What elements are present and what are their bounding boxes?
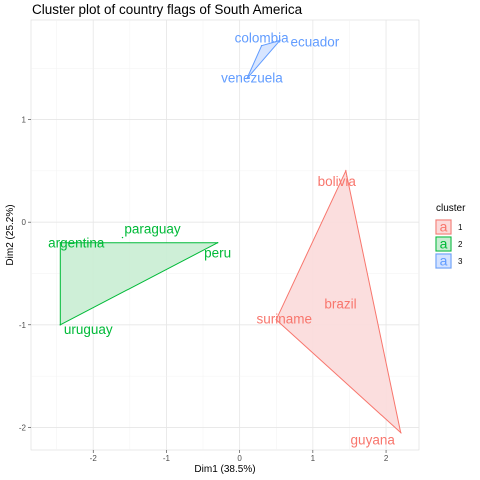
legend-key-1	[435, 219, 452, 235]
legend-key-letter: a	[440, 253, 448, 269]
legend-label-1: 1	[458, 223, 463, 232]
cluster-3-hull	[246, 39, 282, 79]
label-brazil: brazil	[324, 296, 356, 311]
label-peru: peru	[204, 246, 231, 261]
label-paraguay: paraguay	[124, 222, 181, 237]
x-tick-label: 0	[237, 454, 242, 463]
x-tick-label: 2	[384, 454, 389, 463]
x-tick-label: -2	[90, 454, 98, 463]
point-venezuela	[246, 77, 248, 80]
y-tick-label: 1	[22, 116, 27, 125]
label-bolivia: bolivia	[318, 174, 357, 189]
point-peru	[216, 241, 219, 244]
legend-key-letter: a	[440, 219, 448, 235]
point-argentina	[59, 241, 61, 244]
point-uruguay	[59, 324, 61, 326]
point-labels: bolivia brazil suriname guyana paraguay argen…	[48, 31, 395, 448]
point-brazil	[337, 303, 340, 305]
x-tick-label: 1	[311, 454, 316, 463]
cluster-points	[59, 39, 402, 434]
chart-title: Cluster plot of country flags of South A…	[32, 2, 303, 17]
point-paraguay	[121, 236, 124, 239]
point-ecuador	[279, 39, 281, 42]
point-guyana	[399, 431, 402, 434]
y-axis-title: Dim2 (25.2%)	[5, 204, 16, 265]
legend-key-3	[435, 253, 452, 269]
label-guyana: guyana	[351, 433, 396, 448]
legend: cluster a 1 a 2 a 3	[435, 203, 466, 269]
cluster-hulls	[59, 39, 402, 435]
legend-label-2: 2	[458, 240, 463, 249]
cluster-1-hull	[275, 169, 402, 435]
point-suriname	[275, 318, 277, 321]
point-bolivia	[345, 170, 347, 172]
legend-key-letter: a	[440, 236, 448, 252]
legend-label-3: 3	[458, 257, 463, 266]
y-tick-label: -2	[19, 423, 27, 432]
legend-key-2	[435, 236, 452, 252]
point-colombia	[260, 44, 263, 47]
y-tick-label: -1	[19, 321, 27, 330]
axes: -2 -1 0 1 2 -2 -1 0 1 Dim1 (38.5%) Dim2 (25.2%)	[5, 116, 389, 475]
label-venezuela: venezuela	[221, 70, 283, 85]
label-suriname: suriname	[256, 312, 312, 327]
cluster-2-hull	[59, 242, 218, 326]
legend-title: cluster	[436, 203, 466, 214]
label-ecuador: ecuador	[291, 35, 340, 50]
label-argentina: argentina	[48, 236, 105, 251]
y-tick-label: 0	[22, 218, 27, 227]
label-colombia: colombia	[235, 31, 290, 46]
x-tick-label: -1	[163, 454, 171, 463]
x-axis-title: Dim1 (38.5%)	[194, 464, 255, 475]
label-uruguay: uruguay	[64, 322, 113, 337]
